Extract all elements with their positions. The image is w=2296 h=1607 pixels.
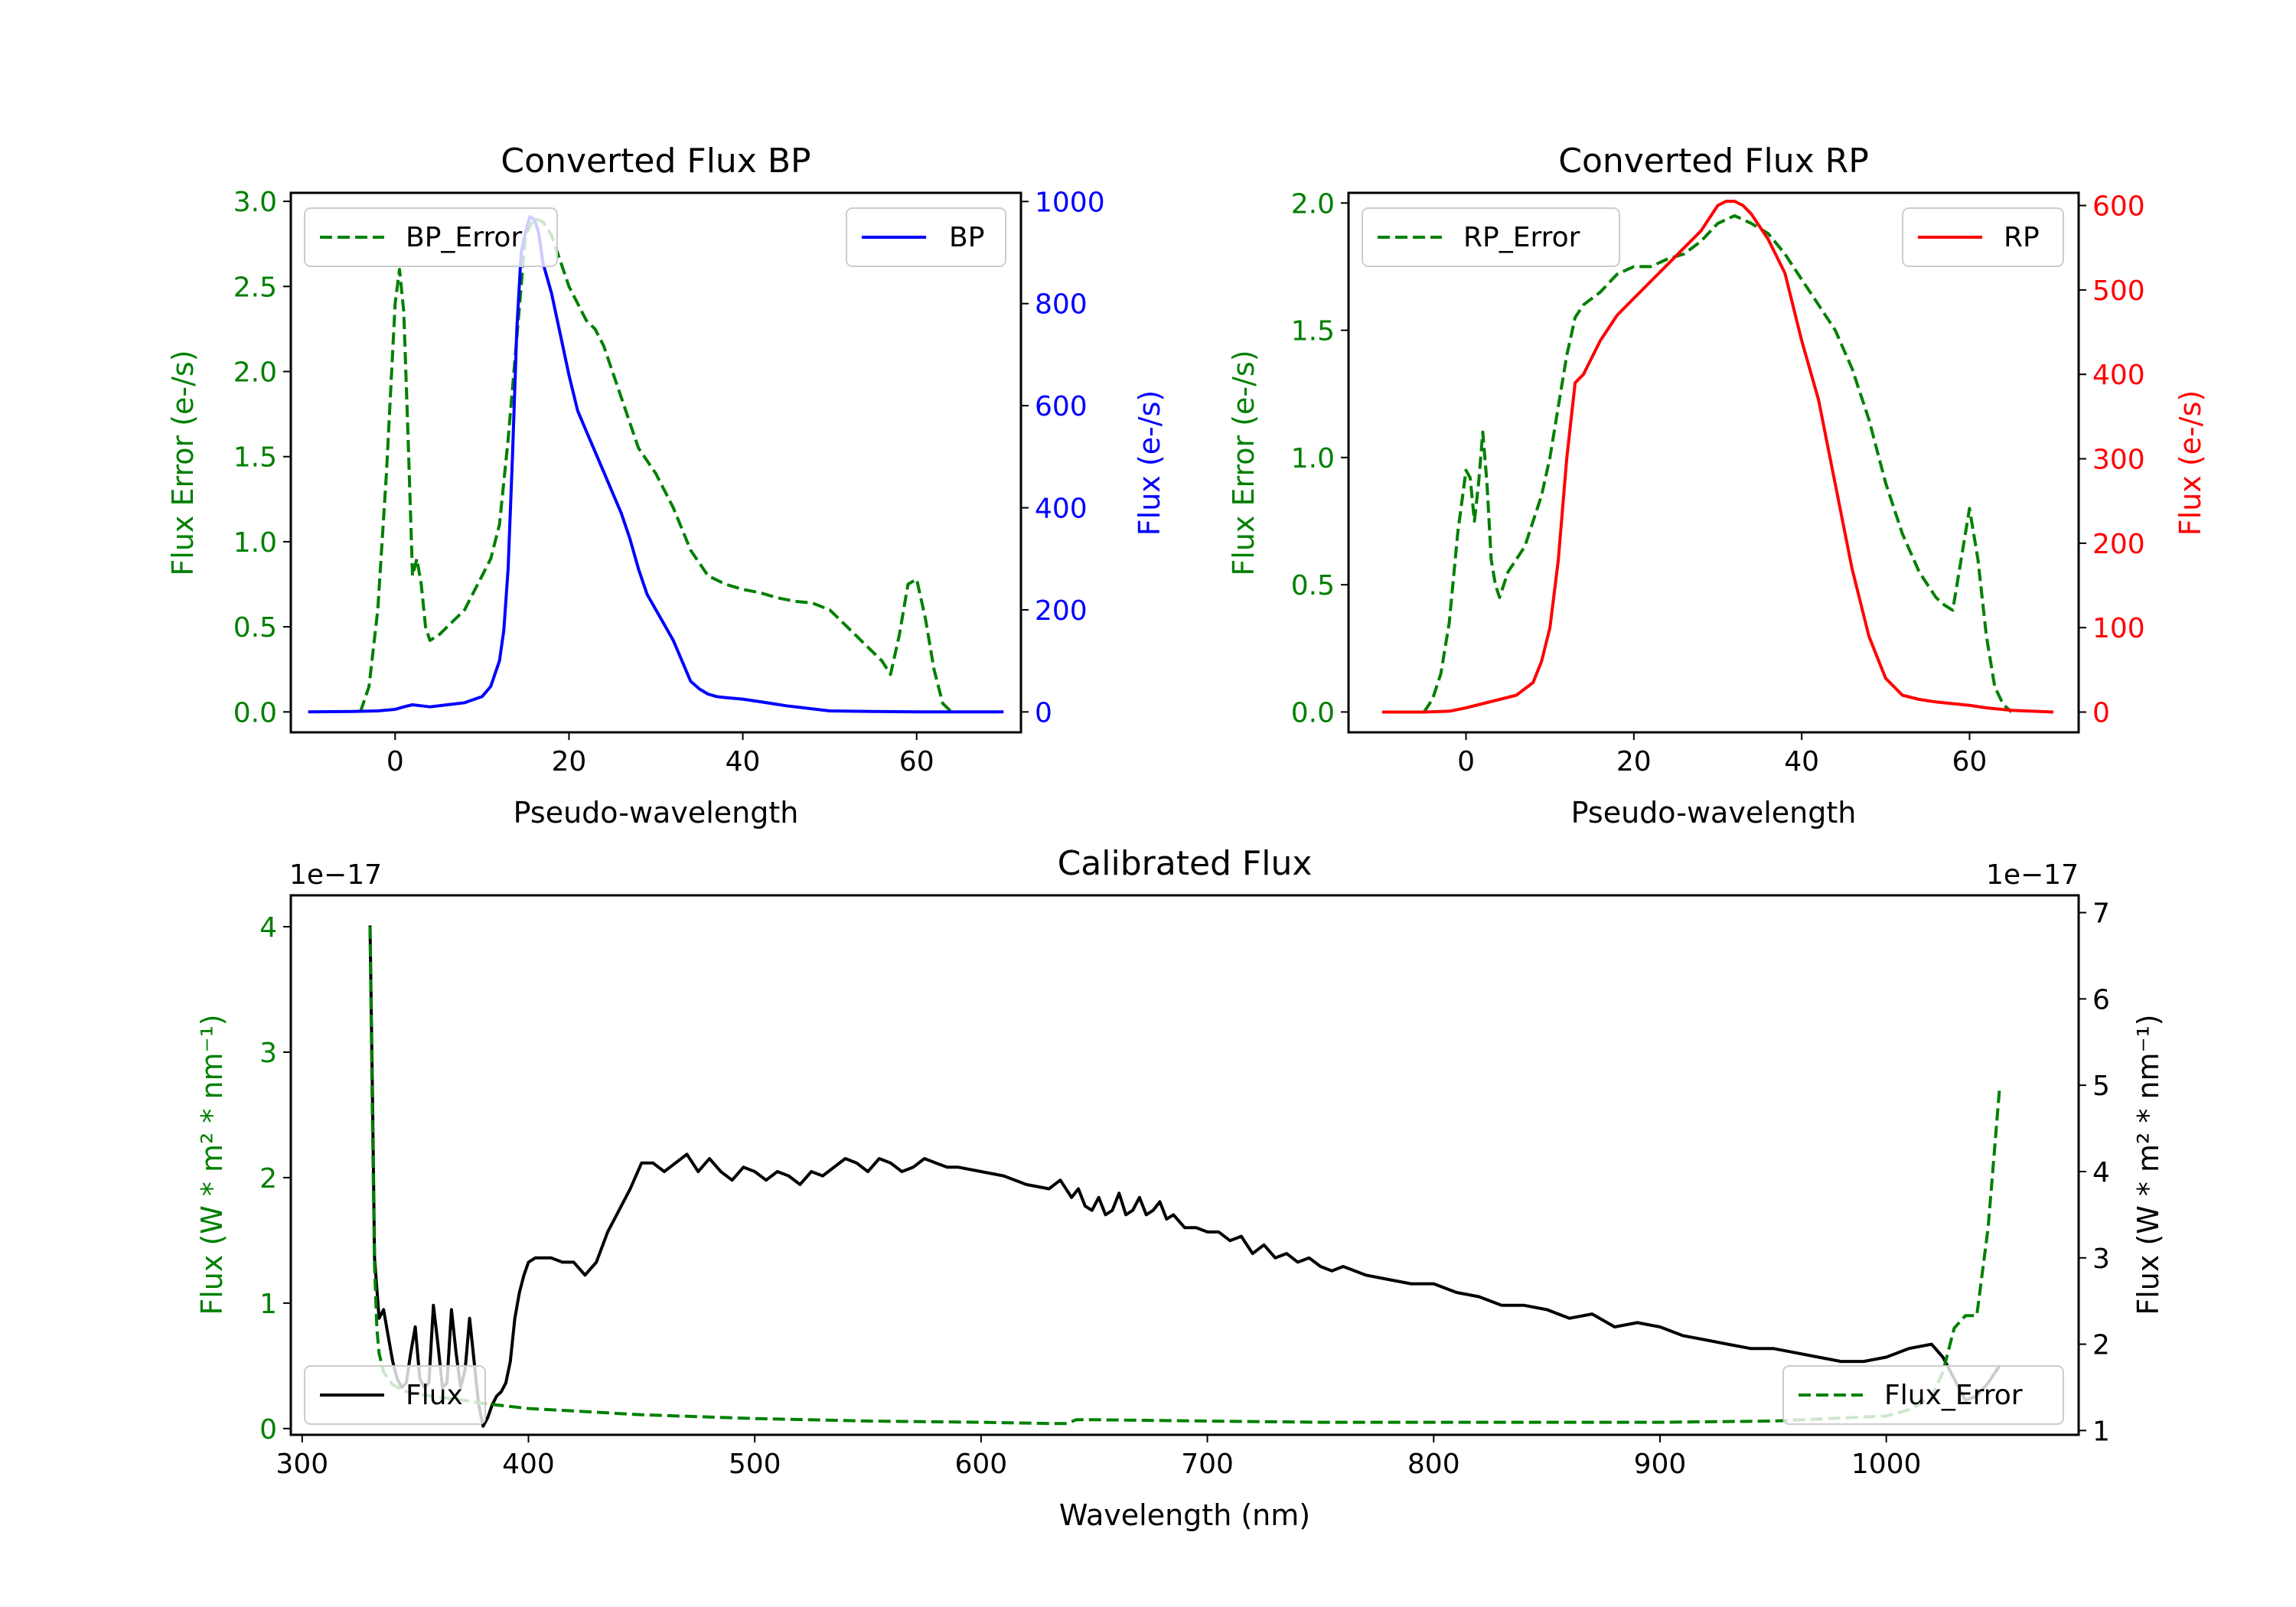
rp-series-rp-error <box>1423 214 2013 713</box>
bp-y-right-tick-label: 1000 <box>1035 187 1105 218</box>
calibrated-x-tick-label: 300 <box>276 1449 328 1480</box>
bp-y-left-tick-label: 0.5 <box>233 612 277 644</box>
calibrated-y-right-tick-label: 3 <box>2092 1244 2110 1275</box>
rp-x-tick-label: 20 <box>1616 746 1652 777</box>
bp-plot-frame <box>289 191 1022 734</box>
bp-y-left-tick-label: 2.5 <box>233 272 277 303</box>
bp-legend-label: BP <box>949 222 984 253</box>
calibrated-y-right-label: Flux (W * m² * nm⁻¹) <box>2131 1014 2165 1315</box>
rp-y-left-tick-label: 2.0 <box>1291 188 1335 220</box>
calibrated-x-tick-label: 800 <box>1407 1449 1460 1480</box>
calibrated-y-left-tick-label: 2 <box>259 1163 277 1195</box>
bp-x-tick-label: 40 <box>726 746 761 777</box>
rp-y-right-label: Flux (e-/s) <box>2174 390 2207 536</box>
rp-y-right-tick-label: 100 <box>2092 613 2145 644</box>
calibrated-y-right-tick-label: 7 <box>2092 898 2110 930</box>
bp-y-left-tick-label: 3.0 <box>233 187 277 218</box>
calibrated-legend-left: Flux <box>304 1365 486 1425</box>
calibrated-series-flux <box>368 925 2001 1428</box>
rp-error-legend-label: RP_Error <box>1463 222 1580 253</box>
bp-y-left-label: Flux Error (e-/s) <box>166 350 200 575</box>
rp-x-tick-label: 40 <box>1784 746 1819 777</box>
calibrated-y-right-tick-label: 6 <box>2092 984 2110 1015</box>
rp-series-rp <box>1381 200 2054 714</box>
calibrated-offset-left: 1e−17 <box>289 859 382 891</box>
bp-error-legend-label: BP_Error <box>406 222 522 253</box>
bp-series-bp <box>308 215 1004 714</box>
rp-y-left-label: Flux Error (e-/s) <box>1227 350 1261 575</box>
rp-y-left-tick-label: 0.5 <box>1291 570 1335 601</box>
calibrated-y-left-label: Flux (W * m² * nm⁻¹) <box>195 1014 229 1315</box>
bp-x-tick-label: 60 <box>899 746 934 777</box>
rp-y-right-tick-label: 0 <box>2092 698 2110 729</box>
bp-panel: Converted Flux BP Pseudo-wavelength Flux… <box>166 142 1166 830</box>
bp-y-left-tick-label: 1.0 <box>233 527 277 559</box>
bp-y-right-label: Flux (e-/s) <box>1133 390 1166 536</box>
rp-title: Converted Flux RP <box>1558 142 1869 181</box>
rp-legend-right: RP <box>1902 207 2064 267</box>
bp-x-tick-label: 0 <box>386 746 404 777</box>
calibrated-x-tick-label: 600 <box>955 1449 1008 1480</box>
bp-x-axis-label: Pseudo-wavelength <box>514 796 799 830</box>
calibrated-offset-right: 1e−17 <box>1986 859 2079 891</box>
rp-x-axis-label: Pseudo-wavelength <box>1571 796 1857 830</box>
calibrated-x-tick-label: 900 <box>1634 1449 1687 1480</box>
calibrated-y-right-tick-label: 5 <box>2092 1071 2110 1102</box>
rp-y-right-tick-label: 500 <box>2092 275 2145 307</box>
rp-plot-frame <box>1347 191 2080 734</box>
calibrated-y-left-tick-label: 1 <box>259 1289 277 1320</box>
bp-y-right-tick-label: 0 <box>1035 697 1052 729</box>
rp-y-right-tick-label: 300 <box>2092 445 2145 476</box>
bp-y-right-tick-label: 400 <box>1035 494 1088 525</box>
calibrated-y-left-tick-label: 0 <box>259 1414 277 1446</box>
calibrated-y-right-tick-label: 1 <box>2092 1416 2110 1447</box>
rp-x-tick-label: 0 <box>1457 746 1475 777</box>
calibrated-y-left-tick-label: 4 <box>259 912 277 944</box>
bp-title: Converted Flux BP <box>501 142 810 181</box>
calibrated-x-tick-label: 700 <box>1181 1449 1234 1480</box>
calibrated-x-axis-label: Wavelength (nm) <box>1059 1498 1310 1532</box>
rp-legend-label: RP <box>2004 222 2040 253</box>
calibrated-x-tick-label: 500 <box>729 1449 781 1480</box>
bp-y-right-tick-label: 600 <box>1035 391 1088 422</box>
bp-series-bp-error <box>359 217 953 713</box>
bp-y-left-tick-label: 0.0 <box>233 697 277 729</box>
rp-y-right-tick-label: 600 <box>2092 191 2145 223</box>
rp-panel: Converted Flux RP Pseudo-wavelength Flux… <box>1227 142 2207 830</box>
rp-y-left-tick-label: 0.0 <box>1291 697 1335 729</box>
rp-y-left-tick-label: 1.5 <box>1291 316 1335 347</box>
calibrated-x-tick-label: 1000 <box>1851 1449 1922 1480</box>
calibrated-panel: Calibrated Flux Wavelength (nm) 1e−17 1e… <box>195 844 2165 1532</box>
calibrated-x-tick-label: 400 <box>502 1449 555 1480</box>
calibrated-y-right-tick-label: 4 <box>2092 1157 2110 1188</box>
calibrated-y-left-tick-label: 3 <box>259 1038 277 1069</box>
rp-y-right-tick-label: 200 <box>2092 529 2145 560</box>
calibrated-plot-frame <box>289 894 2080 1436</box>
bp-legend-left: BP_Error <box>304 207 558 267</box>
flux-error-legend-label: Flux_Error <box>1884 1380 2023 1411</box>
calibrated-y-right-tick-label: 2 <box>2092 1330 2110 1361</box>
rp-y-left-tick-label: 1.0 <box>1291 443 1335 474</box>
flux-legend-label: Flux <box>406 1380 463 1411</box>
rp-x-tick-label: 60 <box>1952 746 1988 777</box>
bp-legend-right: BP <box>846 207 1006 267</box>
bp-y-right-tick-label: 200 <box>1035 595 1088 627</box>
calibrated-legend-right: Flux_Error <box>1782 1365 2064 1425</box>
rp-y-right-tick-label: 400 <box>2092 360 2145 391</box>
bp-y-left-tick-label: 2.0 <box>233 357 277 389</box>
rp-legend-left: RP_Error <box>1362 207 1620 267</box>
calibrated-title: Calibrated Flux <box>1058 844 1313 883</box>
bp-x-tick-label: 20 <box>552 746 587 777</box>
bp-y-right-tick-label: 800 <box>1035 289 1088 321</box>
bp-y-left-tick-label: 1.5 <box>233 442 277 474</box>
